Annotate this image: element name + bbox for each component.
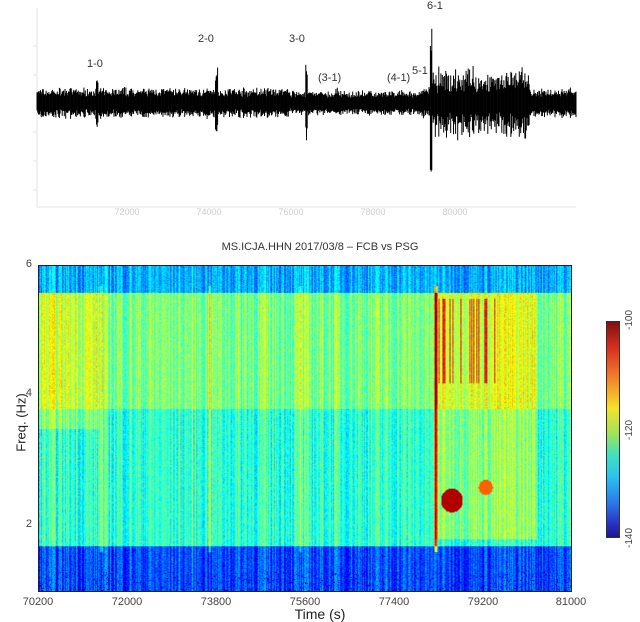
y-tick: 2 xyxy=(25,518,32,530)
x-tick: 73800 xyxy=(200,596,232,608)
x-axis-label: Time (s) xyxy=(294,606,346,622)
x-tick: 72000 xyxy=(111,596,143,608)
colorbar-tick: -100 xyxy=(624,309,635,330)
x-tick: 77400 xyxy=(378,596,410,608)
waveform-x-tick: 72000 xyxy=(114,207,140,217)
x-tick: 70200 xyxy=(22,596,54,608)
waveform-x-tick: 76000 xyxy=(278,207,304,217)
event-label: (4-1) xyxy=(387,72,411,84)
y-axis-label: Freq. (Hz) xyxy=(13,393,29,452)
colorbar-tick: -140 xyxy=(624,527,635,548)
event-label: 3-0 xyxy=(289,33,305,45)
colorbar-tick: -120 xyxy=(624,419,635,440)
x-tick: 75600 xyxy=(289,596,321,608)
colorbar xyxy=(606,321,620,538)
event-label: 2-0 xyxy=(198,33,214,45)
waveform-trace xyxy=(36,28,577,172)
x-tick: 79200 xyxy=(467,596,499,608)
spectrogram-title: MS.ICJA.HHN 2017/03/8 – FCB vs PSG xyxy=(221,241,419,253)
y-tick: 4 xyxy=(25,387,32,399)
x-tick: 81000 xyxy=(555,596,587,608)
waveform-x-tick: 78000 xyxy=(360,207,386,217)
seismogram-plot xyxy=(33,8,577,208)
waveform-x-tick: 80000 xyxy=(442,207,468,217)
event-label: 6-1 xyxy=(427,0,443,12)
y-tick: 6 xyxy=(25,258,32,270)
event-label: 5-1 xyxy=(412,65,428,77)
waveform-x-tick: 74000 xyxy=(196,207,222,217)
event-label: 1-0 xyxy=(87,58,103,70)
spectrogram-heatmap xyxy=(38,265,572,592)
event-label: (3-1) xyxy=(318,72,342,84)
